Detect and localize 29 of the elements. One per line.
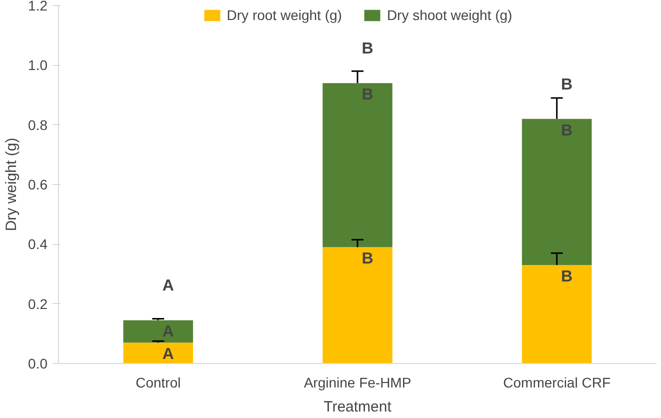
y-tick-label: 0.8 [28, 116, 48, 133]
y-tick-label: 0.6 [28, 176, 48, 192]
y-tick-label: 0.4 [28, 236, 48, 252]
bar [123, 320, 194, 343]
bar [123, 342, 194, 364]
bar [522, 265, 592, 364]
x-axis-title: Treatment [324, 398, 392, 416]
annotation: B [362, 250, 374, 268]
x-tick-label: Arginine Fe-HMP [304, 374, 412, 390]
legend-label: Dry shoot weight (g) [386, 7, 512, 23]
y-axis-title: Dry weight (g) [3, 138, 20, 232]
bar [322, 247, 392, 364]
y-tick-label: 1.0 [28, 57, 48, 74]
annotation: A [162, 324, 174, 341]
annotation: A [162, 278, 174, 295]
bar [522, 118, 592, 266]
x-tick-label: Commercial CRF [503, 374, 611, 390]
bar [322, 83, 392, 248]
x-tick-label: Control [136, 374, 181, 390]
annotation: B [362, 40, 374, 58]
annotation: A [162, 346, 174, 364]
y-tick-label: 1.2 [28, 0, 48, 14]
y-tick-label: 0.0 [28, 356, 48, 372]
annotation: B [561, 268, 573, 286]
annotation: B [561, 76, 573, 94]
legend-label: Dry root weight (g) [226, 7, 342, 23]
annotation: B [561, 122, 573, 140]
annotation: B [362, 86, 374, 104]
y-tick-label: 0.2 [28, 296, 48, 312]
